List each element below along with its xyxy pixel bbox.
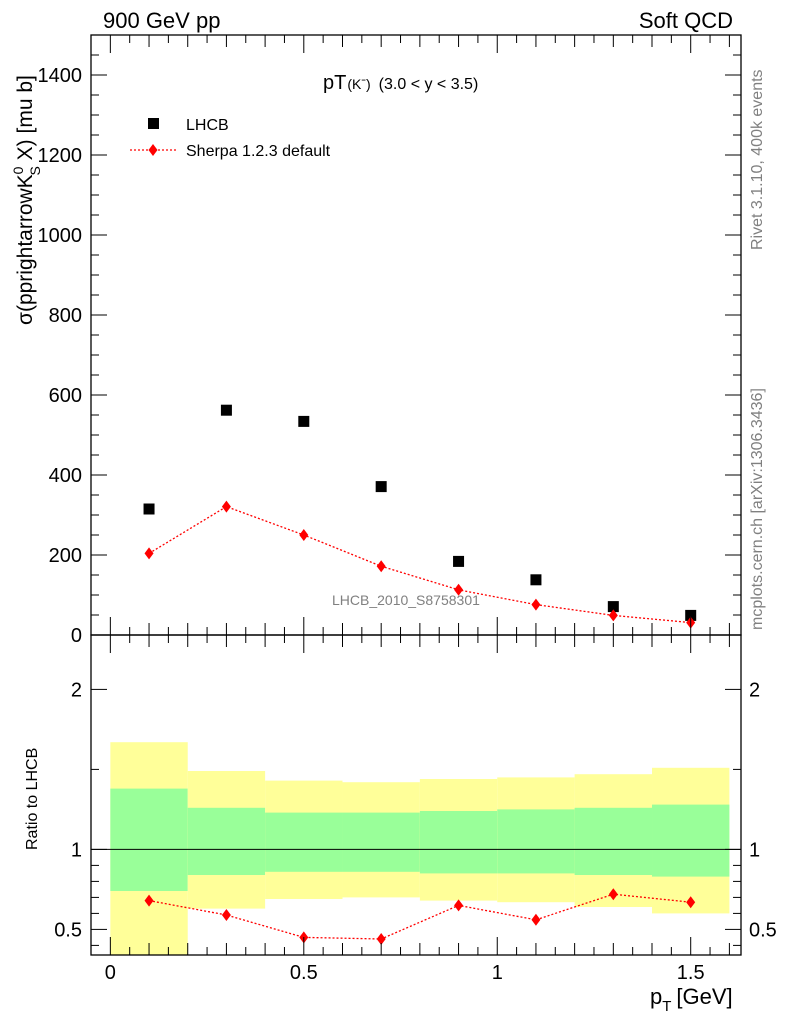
analysis-watermark: LHCB_2010_S8758301 (332, 592, 480, 608)
lhcb-point (143, 503, 155, 515)
legend-lhcb-label: LHCB (186, 117, 229, 134)
x-axis-label-main: p (650, 984, 662, 1009)
ratio-y-tick-label-right: 0.5 (749, 919, 777, 941)
sherpa-point (299, 529, 309, 541)
ratio-y-tick-label-right: 1 (749, 839, 760, 861)
ratio-sherpa-point (608, 888, 618, 901)
y-tick-label: 1400 (38, 65, 83, 87)
header-category: Soft QCD (639, 8, 733, 33)
y-axis-label-sub: S (27, 166, 43, 175)
x-axis-label-sub: T (662, 998, 671, 1015)
sherpa-point (376, 560, 386, 573)
side-rivet-label: Rivet 3.1.10, 400k events (749, 69, 766, 250)
y-tick-label: 800 (49, 305, 82, 327)
y-tick-label: 400 (49, 465, 82, 487)
lhcb-point (298, 415, 310, 427)
ratio-y-tick-label: 2 (71, 679, 82, 701)
lhcb-point (607, 601, 619, 613)
x-tick-label: 0 (105, 962, 116, 984)
ratio-y-tick-label-right: 2 (749, 679, 760, 701)
y-tick-label: 0 (71, 625, 82, 647)
sherpa-line (148, 505, 691, 624)
ratio-y-tick-label: 0.5 (54, 919, 82, 941)
ratio-axes: 0 0.5 1 1.5 0.5 0.5 1 1 2 2 (54, 634, 777, 984)
legend-sherpa-label: Sherpa 1.2.3 default (186, 143, 331, 160)
main-series (143, 404, 697, 629)
x-tick-label: 1 (492, 962, 503, 984)
ratio-bands (91, 742, 741, 955)
ratio-sherpa-point (376, 933, 386, 945)
x-tick-label: 1.5 (677, 962, 705, 984)
ratio-sherpa-point (221, 909, 231, 921)
sherpa-point (454, 583, 464, 596)
y-tick-label: 1200 (38, 145, 83, 167)
sherpa-point (531, 598, 541, 611)
lhcb-point (530, 574, 542, 586)
ratio-series (144, 888, 696, 945)
legend-sherpa-marker (148, 144, 158, 156)
y-axis-label-pre: σ(pprightarrowK (14, 174, 37, 325)
y-tick-label: 1000 (38, 225, 83, 247)
lhcb-point (453, 555, 465, 567)
sherpa-point (144, 547, 154, 560)
ratio-green-band (574, 807, 653, 875)
ratio-y-tick-label: 1 (71, 839, 82, 861)
ratio-green-band (110, 788, 188, 891)
ratio-sherpa-line (148, 893, 691, 940)
ratio-green-band (265, 812, 343, 872)
legend-lhcb-marker (148, 118, 159, 129)
lhcb-point (375, 481, 387, 493)
header-energy: 900 GeV pp (103, 8, 220, 33)
y-axis-label: σ(pprightarrowK0S X) [mu b] (10, 75, 43, 325)
ratio-green-band (497, 809, 575, 874)
ratio-sherpa-point (454, 899, 464, 912)
ratio-green-band (419, 811, 498, 874)
x-axis-label: pT [GeV] (650, 984, 733, 1015)
x-tick-label: 0.5 (290, 962, 318, 984)
plot-title-particle: (Kˉ) (347, 76, 370, 92)
ratio-sherpa-point (144, 894, 154, 907)
side-mcplots-label: mcplots.cern.ch [arXiv:1306.3436] (749, 388, 766, 630)
y-tick-label: 600 (49, 385, 82, 407)
plot-title-range: (3.0 < y < 3.5) (379, 76, 479, 93)
ratio-frame (90, 634, 742, 956)
ratio-green-band (652, 804, 730, 877)
plot-title: pT(Kˉ) (3.0 < y < 3.5) (323, 72, 478, 94)
y-axis-label-sup: 0 (10, 166, 26, 174)
ratio-y-axis-label: Ratio to LHCB (24, 748, 41, 850)
sherpa-point (608, 609, 618, 622)
lhcb-point (685, 609, 697, 621)
legend: LHCB Sherpa 1.2.3 default (130, 117, 331, 160)
y-tick-label: 200 (49, 545, 82, 567)
ratio-green-band (187, 807, 266, 875)
lhcb-point (220, 404, 232, 416)
x-axis-label-unit: [GeV] (676, 984, 732, 1009)
main-axes: 0 200 400 600 800 1000 1200 1400 (38, 34, 742, 647)
y-axis-label-post: X) [mu b] (14, 75, 37, 166)
sherpa-point (221, 500, 231, 513)
plot-title-main: pT (323, 72, 346, 94)
ratio-green-band (342, 812, 420, 872)
ratio-sherpa-point (531, 913, 541, 926)
ratio-sherpa-point (686, 896, 696, 909)
